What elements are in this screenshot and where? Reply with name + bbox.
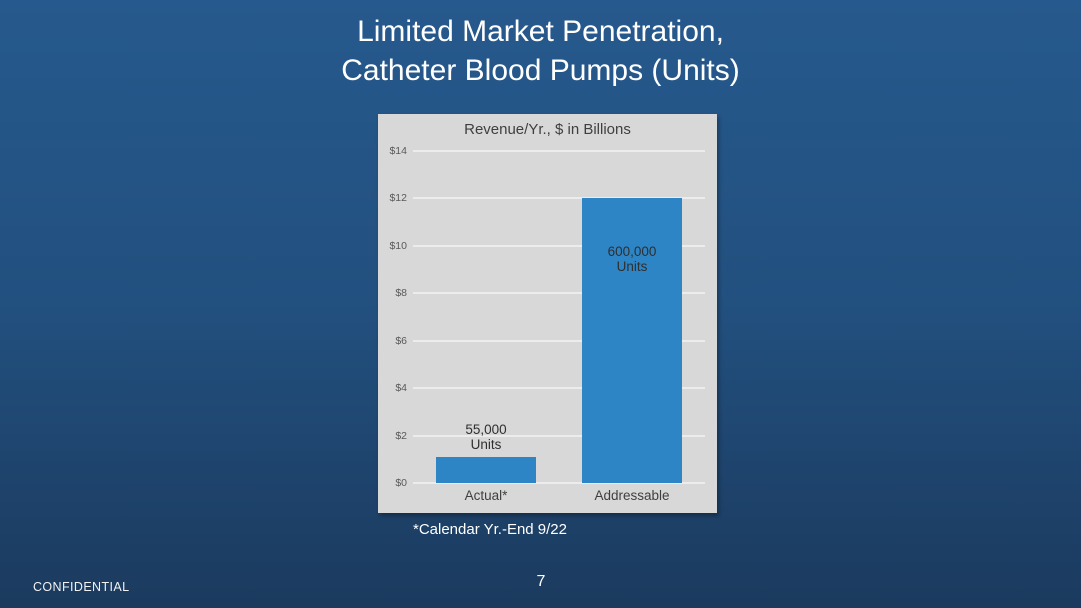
page-number: 7 [536,573,546,590]
x-category-label: Actual* [464,488,508,503]
slide-title-line-2: Catheter Blood Pumps (Units) [341,54,740,87]
gridline [413,197,705,200]
y-axis: $0 $2 $4 $6 $8 $10 $12 $14 [378,145,409,489]
y-tick-label: $4 [395,382,407,395]
y-tick-label: $8 [395,287,407,300]
y-tick-label: $6 [395,334,407,347]
y-tick-label: $10 [389,239,407,252]
y-tick-label: $12 [389,192,407,205]
plot-area: 55,000 Units 600,000 Units [413,150,705,484]
confidential-label: CONFIDENTIAL [33,580,130,594]
slide-title-line-1: Limited Market Penetration, [357,15,724,48]
gridline [413,150,705,152]
chart-title: Revenue/Yr., $ in Billions [464,121,631,138]
y-tick-label: $2 [395,429,407,442]
gridline [413,434,705,437]
footnote: *Calendar Yr.-End 9/22 [413,521,567,538]
gridline [413,482,705,484]
y-tick-label: $0 [395,477,407,489]
bar-value-label: 600,000 Units [607,244,657,275]
bar-actual [436,456,536,483]
bar-addressable [582,198,682,483]
gridline [413,387,705,390]
gridline [413,292,705,295]
gridline [413,244,705,247]
bar-value-label: 55,000 Units [465,421,507,452]
y-tick-label: $14 [389,145,407,157]
slide-title: Limited Market Penetration, Catheter Blo… [0,12,1081,90]
x-category-label: Addressable [594,488,670,503]
gridline [413,339,705,342]
chart-panel: Revenue/Yr., $ in Billions $0 $2 $4 $6 $8 $10… [378,114,717,513]
